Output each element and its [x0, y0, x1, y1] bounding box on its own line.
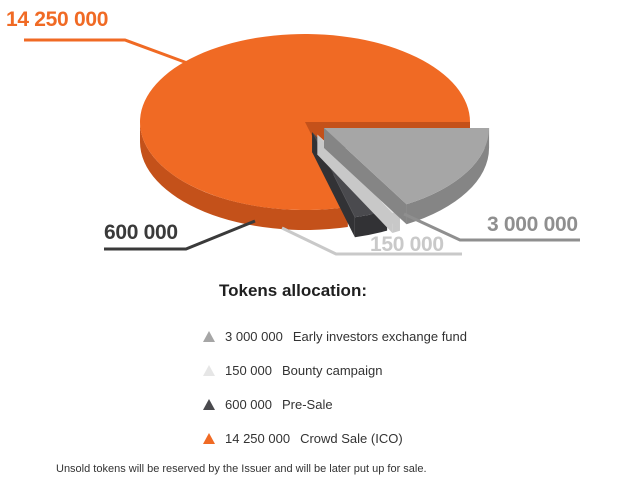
legend-title: Tokens allocation: — [219, 281, 367, 300]
pie-side-crowd-sale — [140, 122, 348, 231]
callout-line-bounty — [281, 226, 462, 256]
callout-label-crowd-sale: 14 250 000 — [6, 8, 109, 31]
callout-label-pre-sale: 600 000 — [104, 221, 178, 244]
legend-label: Crowd Sale (ICO) — [300, 430, 403, 446]
triangle-marker-icon — [203, 398, 215, 410]
legend-value: 600 000 — [225, 396, 272, 412]
triangle-marker-icon — [203, 330, 215, 342]
callout-line-crowd-sale — [24, 38, 191, 66]
legend-item-bounty: 150 000 Bounty campaign — [203, 353, 467, 387]
legend-item-crowd-sale: 14 250 000 Crowd Sale (ICO) — [203, 421, 467, 455]
footnote: Unsold tokens will be reserved by the Is… — [56, 463, 427, 475]
callout-line-pre-sale — [104, 219, 256, 251]
pie-slices — [139, 34, 490, 238]
legend-value: 14 250 000 — [225, 430, 291, 446]
triangle-marker-icon — [203, 364, 215, 376]
legend-item-early-investors: 3 000 000 Early investors exchange fund — [203, 319, 467, 353]
callout-label-bounty: 150 000 — [370, 233, 444, 256]
pie-top-early-investors — [324, 128, 490, 205]
pie-cut-face — [324, 128, 407, 225]
legend-value: 150 000 — [225, 362, 272, 378]
legend-value: 3 000 000 — [225, 328, 283, 344]
legend-label: Pre-Sale — [282, 396, 333, 412]
callout-label-early-investors: 3 000 000 — [487, 213, 578, 236]
triangle-marker-icon — [203, 432, 215, 444]
legend: 3 000 000 Early investors exchange fund … — [203, 319, 467, 455]
legend-item-pre-sale: 600 000 Pre-Sale — [203, 387, 467, 421]
legend-label: Early investors exchange fund — [292, 328, 467, 344]
pie-side-early-investors — [406, 128, 490, 225]
callout-lines — [24, 38, 580, 256]
pie-slice-early-investors — [324, 128, 490, 225]
callout-line-early-investors — [403, 212, 580, 242]
legend-label: Bounty campaign — [282, 362, 383, 378]
pie-top-crowd-sale — [139, 34, 470, 211]
